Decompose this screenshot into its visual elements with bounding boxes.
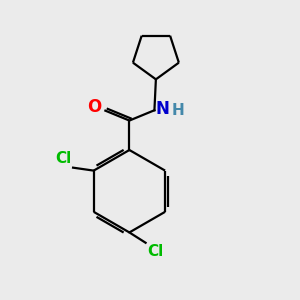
Text: O: O: [87, 98, 101, 116]
Text: Cl: Cl: [56, 151, 72, 166]
Text: H: H: [172, 103, 185, 118]
Text: Cl: Cl: [147, 244, 163, 259]
Text: N: N: [156, 100, 170, 118]
